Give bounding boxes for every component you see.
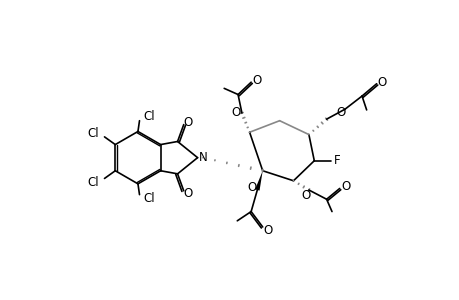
Text: O: O xyxy=(252,74,261,87)
Text: O: O xyxy=(263,224,272,237)
Text: Cl: Cl xyxy=(143,110,155,123)
Text: O: O xyxy=(336,106,345,119)
Text: O: O xyxy=(183,187,193,200)
Text: Cl: Cl xyxy=(143,192,155,205)
Text: Cl: Cl xyxy=(87,176,99,189)
Text: O: O xyxy=(247,181,256,194)
Text: O: O xyxy=(376,76,386,89)
Text: O: O xyxy=(301,189,310,202)
Text: O: O xyxy=(341,180,350,193)
Text: Cl: Cl xyxy=(87,127,99,140)
Text: O: O xyxy=(183,116,193,129)
Text: O: O xyxy=(230,106,240,119)
Text: N: N xyxy=(198,151,207,164)
Polygon shape xyxy=(255,171,262,190)
Text: F: F xyxy=(333,154,340,167)
